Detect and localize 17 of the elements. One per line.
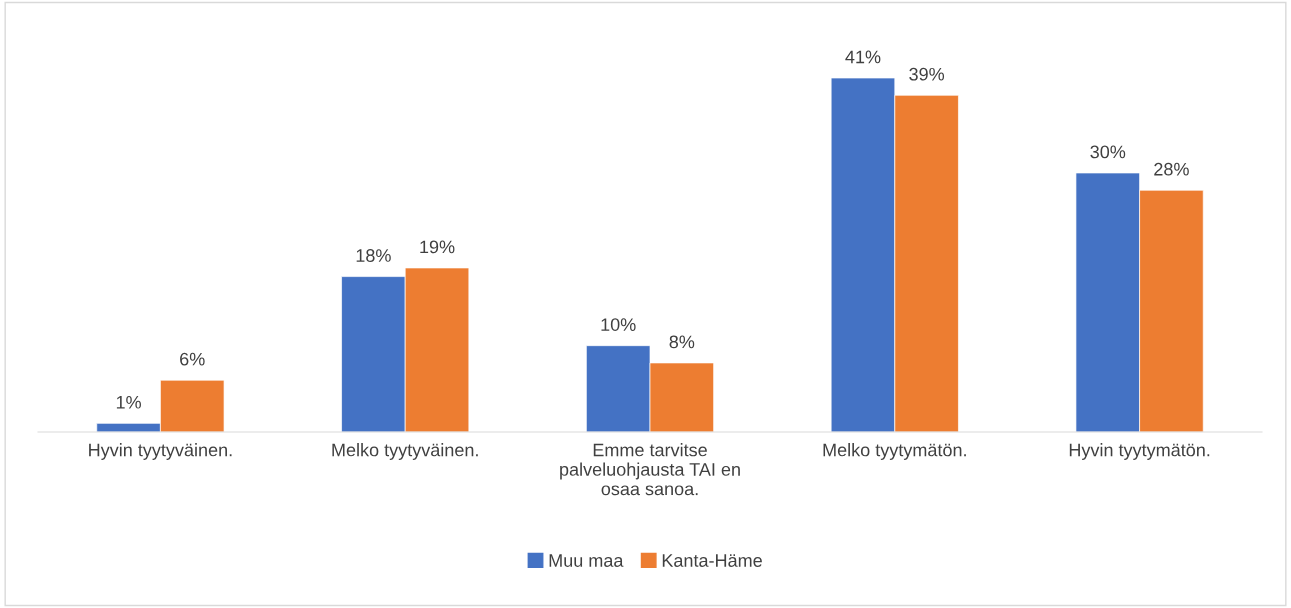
data-label: 18% (356, 249, 391, 262)
legend-label: Kanta-Häme (662, 554, 762, 567)
x-tick-label: Melko tyytyväinen. (332, 443, 478, 460)
data-label: 19% (420, 240, 455, 254)
data-label: 6% (180, 352, 205, 366)
x-tick-label: Melko tyytymätön. (823, 443, 966, 460)
data-label: 1% (116, 395, 141, 409)
data-label: 10% (601, 318, 636, 331)
legend-label: Muu maa (549, 554, 624, 567)
data-label: 41% (845, 50, 881, 64)
x-tick-label: Hyvin tyytyväinen. (89, 443, 232, 460)
x-tick-label: Emme tarvitse palveluohjausta TAI en osaa sanoa. (560, 443, 740, 496)
data-label: 30% (1090, 145, 1126, 159)
data-label: 28% (1154, 162, 1189, 176)
data-label: 39% (909, 67, 945, 81)
data-label: 8% (669, 335, 695, 349)
x-tick-label: Hyvin tyytymätön. (1069, 443, 1210, 460)
